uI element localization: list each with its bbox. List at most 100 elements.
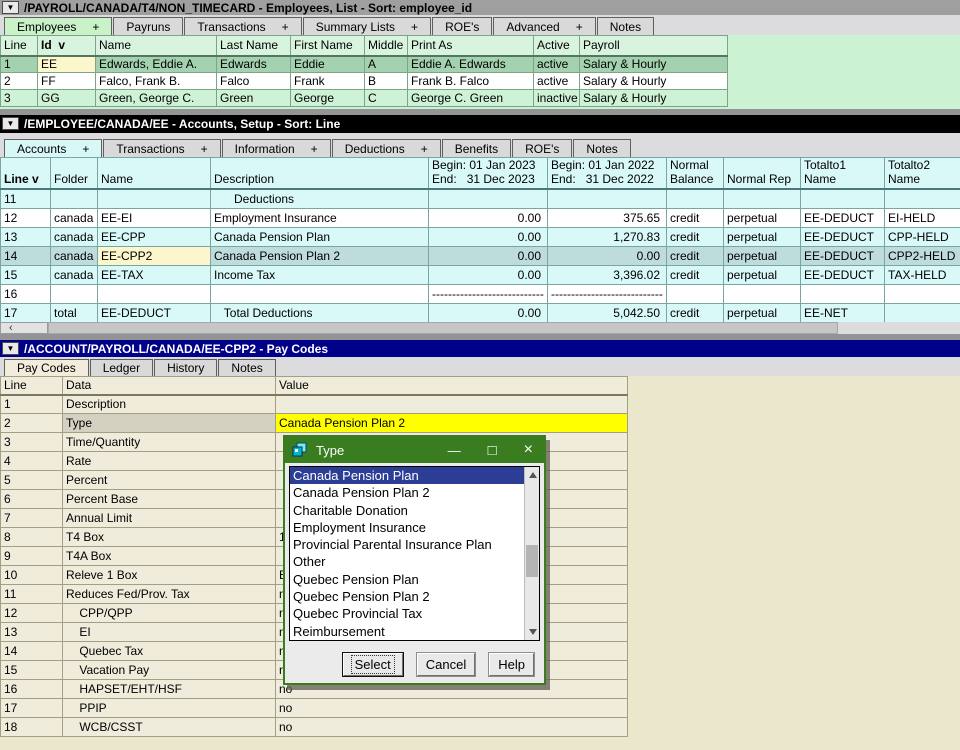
table-cell[interactable]: Falco, Frank B. (95, 72, 217, 90)
table-cell[interactable]: 11 (0, 584, 63, 604)
table-cell[interactable]: 0.00 (428, 207, 548, 228)
tab-employees[interactable]: Employees + (4, 17, 113, 35)
table-cell[interactable]: Reduces Fed/Prov. Tax (62, 584, 276, 604)
table-cell[interactable]: Total Deductions (210, 302, 429, 323)
table-cell[interactable]: 2 (0, 413, 63, 433)
table-cell[interactable]: inactive (533, 89, 580, 107)
table-cell[interactable]: canada (50, 226, 98, 247)
list-item[interactable]: Provincial Parental Insurance Plan (293, 537, 492, 553)
table-cell[interactable]: EI-HELD (884, 207, 960, 228)
help-button[interactable]: Help (488, 652, 535, 677)
table-cell[interactable]: 10 (0, 565, 63, 585)
table-cell[interactable] (97, 283, 211, 304)
table-cell[interactable]: 14 (0, 641, 63, 661)
table-cell[interactable]: EE (37, 55, 96, 73)
table-cell[interactable]: 12 (0, 207, 51, 228)
table-cell[interactable]: Type (62, 413, 276, 433)
scrollbar-thumb[interactable] (526, 545, 538, 577)
table-cell[interactable]: 3 (0, 89, 38, 107)
table-cell[interactable]: 0.00 (428, 264, 548, 285)
table-cell[interactable]: no (275, 698, 628, 718)
vertical-scrollbar[interactable] (524, 467, 539, 640)
tab-benefits[interactable]: Benefits (441, 139, 512, 157)
table-cell[interactable]: WCB/CSST (62, 717, 276, 737)
table-cell[interactable]: 0.00 (428, 226, 548, 247)
column-header[interactable]: Name (97, 157, 211, 190)
tab-notes[interactable]: Notes (596, 17, 655, 35)
tab-roe-s[interactable]: ROE's (432, 17, 493, 35)
list-item[interactable]: Other (293, 554, 326, 570)
table-cell[interactable]: no (275, 717, 628, 737)
table-cell[interactable] (800, 283, 885, 304)
panel2-dropdown-button[interactable]: ▼ (2, 117, 19, 130)
scroll-up-icon[interactable] (525, 467, 539, 483)
table-cell[interactable]: EE-TAX (97, 264, 211, 285)
scroll-down-icon[interactable] (525, 624, 539, 640)
table-cell[interactable]: TAX-HELD (884, 264, 960, 285)
tab-ledger[interactable]: Ledger (89, 359, 154, 376)
tab-summary-lists[interactable]: Summary Lists + (302, 17, 432, 35)
table-cell[interactable]: GG (37, 89, 96, 107)
column-header[interactable]: Description (210, 157, 429, 190)
table-cell[interactable]: 5,042.50 (547, 302, 667, 323)
table-cell[interactable] (800, 188, 885, 209)
table-cell[interactable] (723, 283, 801, 304)
table-cell[interactable]: Rate (62, 451, 276, 471)
cancel-button[interactable]: Cancel (415, 652, 477, 677)
table-cell[interactable]: canada (50, 264, 98, 285)
list-item[interactable]: Quebec Pension Plan (293, 571, 419, 587)
list-item[interactable]: Quebec Pension Plan 2 (293, 589, 430, 605)
tab-accounts[interactable]: Accounts + (4, 139, 103, 157)
table-cell[interactable]: EE-DEDUCT (97, 302, 211, 323)
list-item[interactable]: Charitable Donation (293, 502, 408, 518)
table-cell[interactable]: canada (50, 207, 98, 228)
list-item[interactable]: Canada Pension Plan (290, 467, 539, 485)
table-cell[interactable]: Canada Pension Plan (210, 226, 429, 247)
table-cell[interactable] (428, 188, 548, 209)
table-cell[interactable]: Salary & Hourly (579, 89, 728, 107)
table-cell[interactable]: Frank (290, 72, 365, 90)
tab-roe-s[interactable]: ROE's (512, 139, 573, 157)
table-cell[interactable]: CPP2-HELD (884, 245, 960, 266)
table-cell[interactable]: EE-DEDUCT (800, 226, 885, 247)
column-header[interactable]: Name (95, 35, 217, 57)
list-item[interactable]: Reimbursement (293, 623, 385, 639)
column-header[interactable]: Middle (364, 35, 408, 57)
table-cell[interactable] (723, 188, 801, 209)
table-cell[interactable]: 9 (0, 546, 63, 566)
column-header[interactable]: First Name (290, 35, 365, 57)
table-cell[interactable]: 0.00 (428, 302, 548, 323)
table-cell[interactable]: credit (666, 245, 724, 266)
table-cell[interactable]: Employment Insurance (210, 207, 429, 228)
table-cell[interactable]: Description (62, 394, 276, 414)
table-cell[interactable]: FF (37, 72, 96, 90)
table-cell[interactable]: HAPSET/EHT/HSF (62, 679, 276, 699)
list-item[interactable]: Quebec Provincial Tax (293, 606, 423, 622)
tab-deductions[interactable]: Deductions + (331, 139, 441, 157)
table-cell[interactable]: Edwards, Eddie A. (95, 55, 217, 73)
column-header[interactable]: Last Name (216, 35, 291, 57)
tab-transactions[interactable]: Transactions + (184, 17, 302, 35)
table-cell[interactable]: Canada Pension Plan 2 (275, 413, 628, 433)
table-cell[interactable]: EE-CPP2 (97, 245, 211, 266)
column-header[interactable]: Data (62, 376, 276, 396)
column-header[interactable]: Totalto2 Name (884, 157, 960, 190)
table-cell[interactable]: EE-CPP (97, 226, 211, 247)
table-cell[interactable]: Edwards (216, 55, 291, 73)
table-cell[interactable]: PPIP (62, 698, 276, 718)
horizontal-scrollbar[interactable]: ‹ (0, 322, 960, 334)
table-cell[interactable]: T4A Box (62, 546, 276, 566)
table-cell[interactable]: perpetual (723, 226, 801, 247)
column-header[interactable]: Active (533, 35, 580, 57)
table-cell[interactable]: Income Tax (210, 264, 429, 285)
table-cell[interactable]: George C. Green (407, 89, 534, 107)
table-cell[interactable]: total (50, 302, 98, 323)
table-cell[interactable]: perpetual (723, 207, 801, 228)
tab-payruns[interactable]: Payruns (113, 17, 184, 35)
table-cell[interactable]: 375.65 (547, 207, 667, 228)
maximize-icon[interactable]: □ (487, 441, 497, 459)
table-cell[interactable]: active (533, 55, 580, 73)
table-cell[interactable]: 12 (0, 603, 63, 623)
column-header[interactable]: Line (0, 376, 63, 396)
table-cell[interactable]: Frank B. Falco (407, 72, 534, 90)
